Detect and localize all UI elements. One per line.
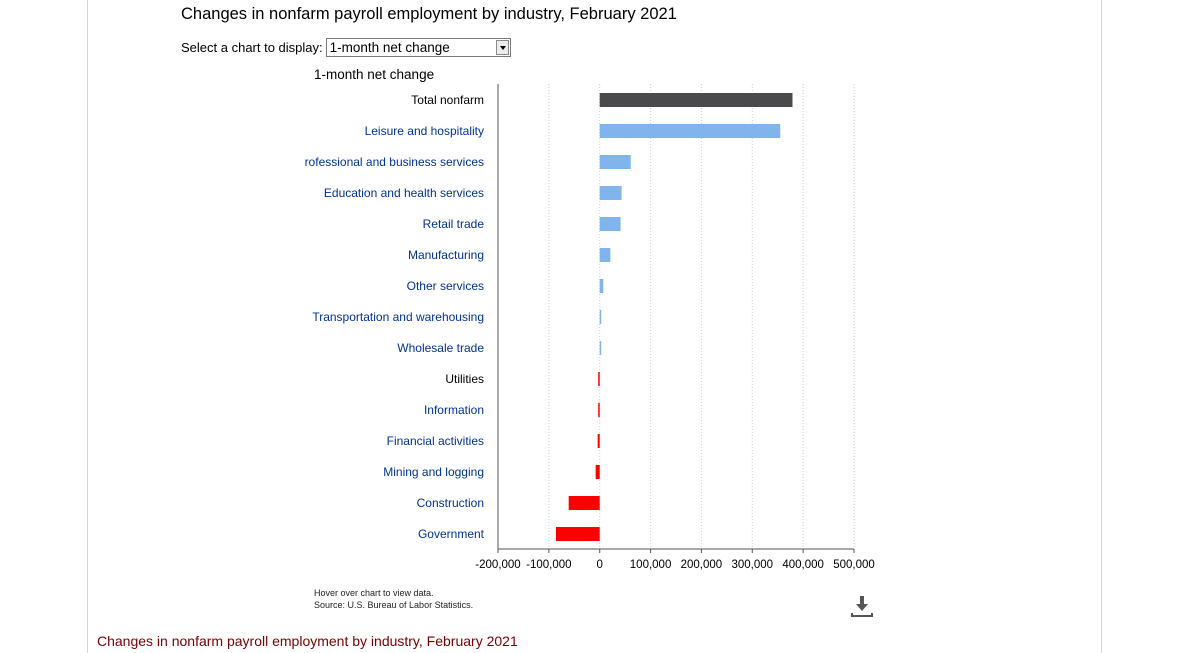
x-tick-label-4: 200,000: [681, 559, 723, 571]
category-label-8[interactable]: Transportation and warehousing: [312, 310, 484, 324]
category-label-11[interactable]: Information: [424, 403, 484, 417]
bar-8[interactable]: [599, 310, 602, 324]
category-label-9[interactable]: Wholesale trade: [397, 341, 484, 355]
bar-14[interactable]: [568, 496, 600, 510]
category-label-13[interactable]: Mining and logging: [383, 465, 484, 479]
bar-15[interactable]: [555, 527, 600, 541]
download-icon[interactable]: [850, 594, 874, 618]
category-label-6[interactable]: Manufacturing: [408, 248, 484, 262]
hover-footnote: Hover over chart to view data.: [314, 588, 434, 598]
bar-12[interactable]: [597, 434, 600, 448]
bar-7[interactable]: [599, 279, 604, 293]
bar-13[interactable]: [595, 465, 600, 479]
x-tick-label-0: -200,000: [475, 559, 520, 571]
bar-4[interactable]: [599, 186, 622, 200]
bar-1[interactable]: [599, 93, 793, 107]
bar-10[interactable]: [598, 372, 600, 386]
category-label-10[interactable]: Utilities: [445, 372, 484, 386]
category-label-4[interactable]: Education and health services: [324, 186, 484, 200]
bar-6[interactable]: [599, 248, 611, 262]
left-frame-border: [87, 0, 88, 653]
chevron-down-icon[interactable]: [495, 39, 509, 55]
category-label-5[interactable]: Retail trade: [423, 217, 485, 231]
category-label-1[interactable]: Total nonfarm: [411, 93, 484, 107]
category-label-7[interactable]: Other services: [407, 279, 484, 293]
category-label-3[interactable]: rofessional and business services: [305, 155, 484, 169]
bar-3[interactable]: [599, 155, 631, 169]
x-tick-label-1: -100,000: [526, 559, 571, 571]
bar-11[interactable]: [598, 403, 600, 417]
x-tick-label-7: 500,000: [833, 559, 875, 571]
x-tick-label-3: 100,000: [630, 559, 672, 571]
page-title: Changes in nonfarm payroll employment by…: [181, 5, 677, 23]
category-label-2[interactable]: Leisure and hospitality: [365, 124, 484, 138]
bar-chart[interactable]: -200,000 -100,000 0 100,000 200,000 300,000 40…: [0, 0, 1192, 600]
chart-selector-row: Select a chart to display: 1-month net c…: [181, 37, 511, 57]
bottom-caption: Changes in nonfarm payroll employment by…: [97, 633, 518, 649]
category-label-14[interactable]: Construction: [417, 496, 484, 510]
category-label-12[interactable]: Financial activities: [387, 434, 484, 448]
x-tick-label-6: 400,000: [782, 559, 824, 571]
chart-title: 1-month net change: [314, 67, 435, 82]
chart-select-value: 1-month net change: [329, 39, 450, 55]
category-label-15[interactable]: Government: [418, 527, 485, 541]
chart-select-dropdown[interactable]: 1-month net change: [325, 37, 511, 57]
chart-selector-label: Select a chart to display:: [181, 39, 323, 55]
bar-2[interactable]: [599, 124, 781, 138]
right-frame-border: [1101, 0, 1102, 653]
bar-5[interactable]: [599, 217, 621, 231]
bar-9[interactable]: [599, 341, 602, 355]
source-footnote: Source: U.S. Bureau of Labor Statistics.: [314, 600, 474, 610]
x-tick-label-2: 0: [597, 559, 603, 571]
x-tick-label-5: 300,000: [731, 559, 773, 571]
